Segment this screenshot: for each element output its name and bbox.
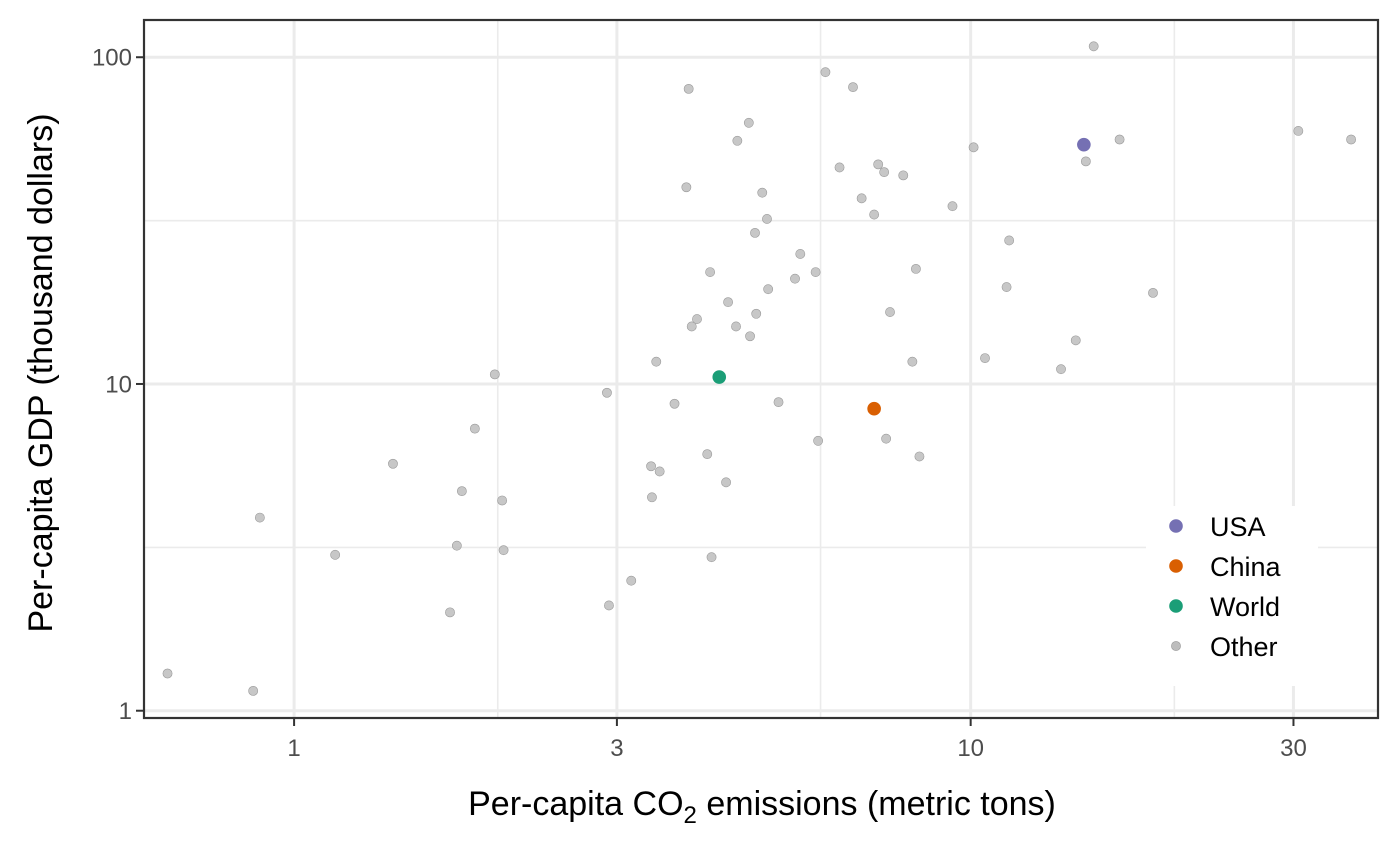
point-other: [669, 398, 680, 409]
point-other: [762, 214, 772, 224]
point-other: [705, 267, 716, 277]
legend-key-world: [1169, 599, 1183, 613]
point-other: [773, 397, 784, 408]
y-tick-label: 100: [92, 45, 132, 72]
point-other: [834, 162, 845, 173]
point-other: [1080, 156, 1091, 167]
point-other: [681, 182, 692, 193]
point-other: [330, 549, 341, 560]
x-tick-label: 1: [287, 735, 300, 762]
point-other: [1004, 235, 1015, 246]
point-other: [879, 167, 890, 178]
point-other: [683, 83, 694, 94]
point-other: [654, 466, 665, 477]
point-other: [445, 607, 455, 618]
point-other: [706, 552, 717, 563]
point-other: [885, 307, 895, 317]
point-other: [732, 135, 743, 146]
point-other: [810, 267, 821, 277]
point-other: [898, 170, 909, 181]
point-other: [907, 356, 918, 367]
point-other: [456, 486, 467, 497]
point-other: [751, 308, 762, 319]
point-other: [757, 187, 768, 198]
point-other: [686, 321, 697, 332]
point-other: [980, 353, 990, 364]
point-other: [873, 159, 884, 170]
x-tick-label: 30: [1280, 735, 1307, 762]
point-usa: [1077, 137, 1091, 152]
point-other: [651, 356, 662, 367]
point-other: [1088, 41, 1099, 52]
point-other: [731, 321, 741, 332]
point-other: [1346, 134, 1356, 145]
point-other: [1001, 282, 1012, 292]
point-other: [750, 227, 760, 238]
point-other: [602, 387, 612, 398]
point-china: [867, 401, 881, 416]
point-other: [911, 264, 921, 274]
point-other: [647, 492, 657, 503]
point-other: [763, 284, 774, 295]
legend: USA China World Other: [1146, 506, 1318, 686]
point-other: [813, 435, 824, 446]
legend-key-other: [1171, 641, 1181, 651]
point-other: [723, 297, 733, 308]
point-other: [881, 433, 892, 444]
legend-key-china: [1169, 559, 1183, 573]
point-other: [1293, 126, 1304, 136]
legend-key-usa: [1169, 519, 1183, 533]
point-other: [469, 423, 480, 434]
point-other: [1070, 335, 1081, 346]
y-tick-label: 10: [105, 371, 132, 398]
point-other: [248, 685, 259, 696]
legend-label-other: Other: [1210, 632, 1278, 662]
point-other: [721, 477, 731, 488]
legend-background: [1146, 506, 1318, 686]
point-other: [745, 331, 755, 342]
legend-label-world: World: [1210, 592, 1280, 622]
point-other: [848, 82, 858, 93]
point-other: [702, 449, 713, 460]
axis-ticks: 1 3 10 30 1 10 100: [92, 45, 1307, 762]
point-other: [856, 193, 867, 204]
point-other: [646, 461, 656, 472]
point-world: [712, 370, 727, 384]
point-other: [795, 249, 806, 259]
point-other: [1056, 364, 1066, 375]
point-other: [388, 458, 398, 469]
legend-label-china: China: [1210, 552, 1282, 582]
point-other: [914, 451, 925, 462]
point-other: [790, 273, 800, 284]
point-other: [743, 117, 754, 128]
x-tick-label: 3: [610, 735, 623, 762]
point-other: [498, 545, 509, 556]
panel-border: [142, 18, 1380, 720]
x-axis-label: Per-capita CO2 emissions (metric tons): [468, 785, 1056, 829]
point-other: [604, 600, 614, 611]
x-tick-label: 10: [957, 735, 984, 762]
y-axis-label: Per-capita GDP (thousand dollars): [22, 113, 60, 632]
point-other: [254, 512, 265, 523]
point-other: [497, 495, 508, 506]
point-other: [820, 67, 831, 78]
point-other: [968, 142, 979, 153]
point-other: [1148, 287, 1158, 298]
point-other: [869, 209, 880, 220]
point-other: [489, 369, 500, 380]
point-other: [947, 201, 958, 212]
point-other: [162, 668, 173, 679]
point-other: [451, 540, 462, 551]
point-other: [692, 314, 702, 324]
data-points: [162, 41, 1356, 696]
y-tick-label: 1: [119, 698, 132, 725]
legend-label-usa: USA: [1210, 512, 1266, 542]
point-other: [626, 575, 637, 586]
point-other: [1114, 134, 1125, 145]
